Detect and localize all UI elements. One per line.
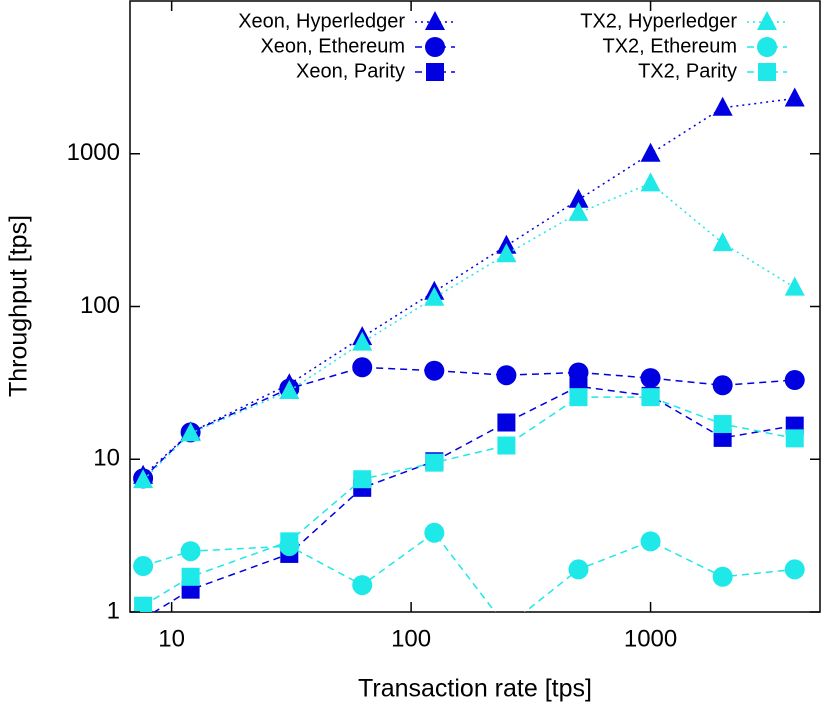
point — [568, 188, 589, 208]
point — [181, 567, 200, 586]
point — [352, 331, 373, 351]
legend-label: TX2, Hyperledger — [580, 10, 737, 32]
point — [713, 428, 732, 447]
legend-marker — [426, 63, 444, 81]
point — [785, 429, 804, 448]
legend-label: TX2, Ethereum — [602, 35, 737, 57]
point — [133, 469, 154, 489]
y-axis-label: Throughput [tps] — [5, 215, 33, 397]
point — [425, 453, 444, 472]
point — [280, 532, 299, 551]
point — [496, 243, 517, 263]
point — [180, 422, 201, 442]
legend-marker — [758, 63, 776, 81]
point — [568, 559, 589, 580]
point — [784, 370, 805, 391]
plot-frame — [129, 0, 821, 613]
legend-marker — [425, 11, 445, 30]
point — [496, 365, 517, 386]
legend-label: Xeon, Hyperledger — [238, 10, 405, 32]
point — [133, 556, 154, 577]
y-tick-label: 100 — [80, 292, 120, 319]
y-tick-label: 10 — [93, 445, 120, 472]
x-tick-label: 10 — [158, 625, 185, 652]
point — [496, 617, 516, 637]
point — [134, 596, 153, 612]
x-tick-label: 1000 — [624, 625, 677, 652]
point — [713, 415, 732, 434]
point — [712, 96, 733, 116]
point — [180, 541, 201, 562]
series-line — [142, 97, 795, 477]
legend-marker — [757, 11, 777, 30]
point — [569, 388, 588, 407]
series-line — [142, 182, 796, 481]
series-line — [153, 385, 795, 612]
plot-area — [133, 87, 805, 637]
point — [497, 436, 516, 455]
point — [424, 360, 445, 381]
point — [424, 522, 445, 543]
point — [352, 575, 373, 596]
point — [497, 413, 516, 432]
point — [640, 142, 661, 162]
y-tick-label: 1 — [107, 597, 120, 624]
series-line — [142, 531, 795, 612]
point — [784, 559, 805, 580]
legend-label: TX2, Parity — [638, 60, 737, 82]
x-tick-label: 100 — [391, 625, 431, 652]
point — [784, 276, 805, 296]
series-line — [142, 396, 795, 607]
x-axis-label: Transaction rate [tps] — [358, 675, 592, 703]
point — [640, 531, 661, 552]
legend-marker — [425, 37, 445, 57]
point — [641, 388, 660, 407]
point — [568, 201, 589, 221]
point — [712, 375, 733, 396]
legend-label: Xeon, Parity — [296, 60, 405, 82]
point — [279, 379, 300, 399]
point — [640, 368, 661, 389]
legend-marker — [757, 37, 777, 57]
point — [712, 232, 733, 252]
legend-label: Xeon, Ethereum — [260, 35, 405, 57]
point — [784, 87, 805, 107]
series-line — [142, 366, 795, 479]
y-tick-label: 1000 — [67, 139, 120, 166]
point — [712, 566, 733, 587]
point — [424, 286, 445, 306]
point — [353, 470, 372, 489]
point — [352, 357, 373, 378]
point — [640, 172, 661, 192]
